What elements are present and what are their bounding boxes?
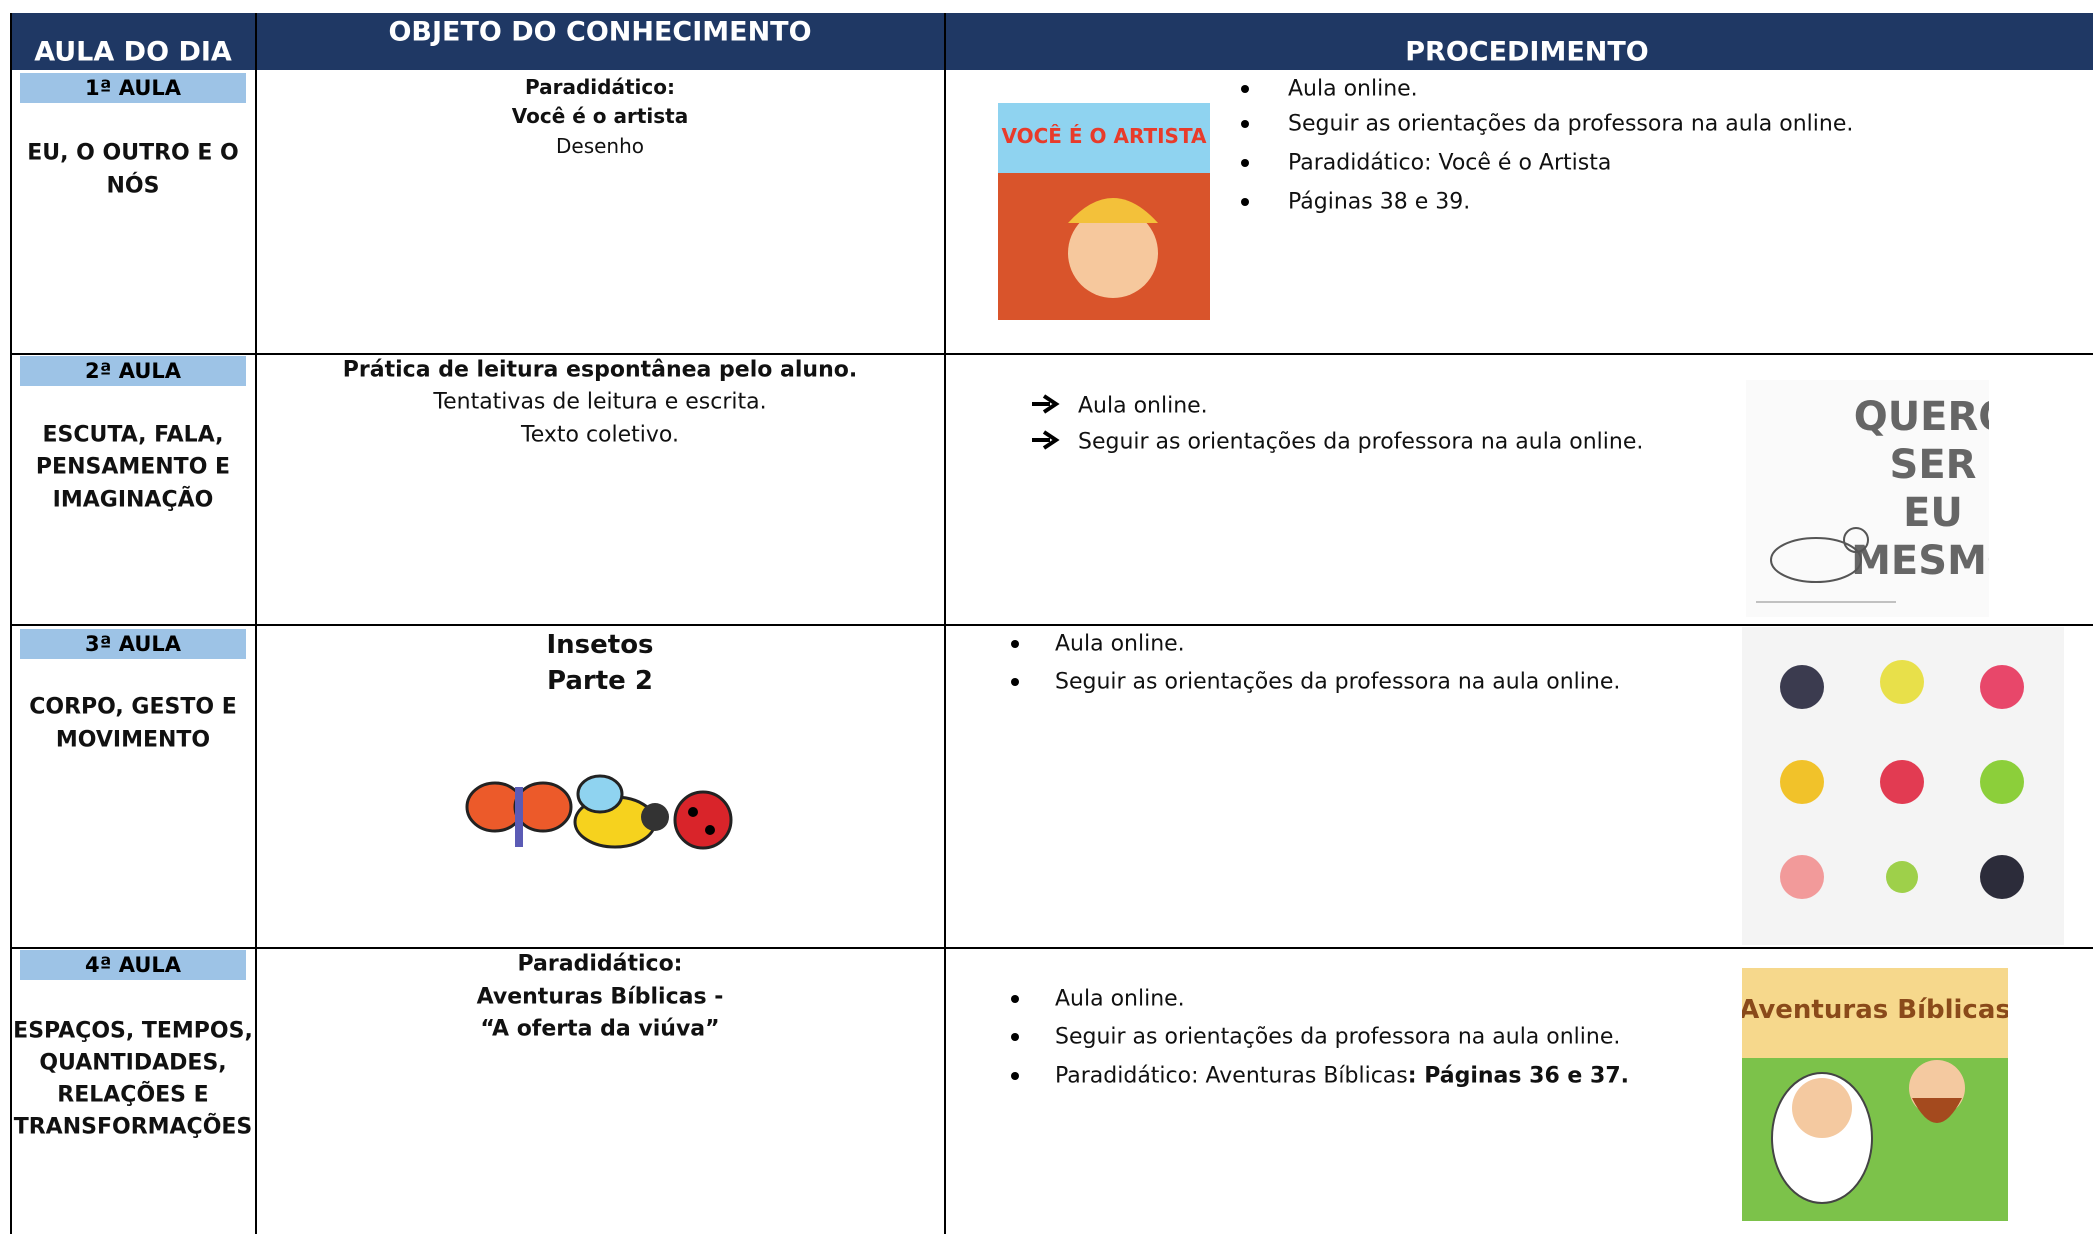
object: Texto coletivo. [521, 422, 679, 448]
book-cover: VOCÊ É O ARTISTA [998, 103, 1210, 320]
theme: ESCUTA, FALA, [42, 422, 224, 448]
arrows [1032, 394, 1060, 450]
header-bar [11, 13, 2093, 70]
procedure-item: Páginas 38 e 39. [1288, 189, 1471, 215]
lesson-label: 1ª AULA [20, 73, 246, 103]
object: Desenho [555, 134, 645, 158]
procedure-item: Seguir as orientações da professora na a… [1055, 669, 1621, 695]
procedure-item: Aula online. [1055, 986, 1185, 1012]
procedure-item: Seguir as orientações da professora na a… [1288, 111, 1854, 137]
bullet [1011, 1072, 1019, 1080]
procedure-item: Paradidático: Aventuras Bíblicas: Página… [1055, 1064, 1629, 1089]
procedure-item: Aula online. [1078, 393, 1208, 419]
lesson-label: 4ª AULA [20, 950, 246, 980]
cover-title: MESMO [1851, 538, 1989, 584]
border [11, 353, 2093, 355]
lesson-label: 2ª AULA [20, 356, 246, 386]
procedure-text: Paradidático: Aventuras Bíblicas [1055, 1063, 1408, 1089]
theme: EU, O OUTRO E O [27, 140, 239, 166]
book-cover: QUERO SER EU MESMO [1746, 380, 1989, 617]
cover-title: Aventuras Bíblicas [1742, 995, 2008, 1025]
insects-image [1742, 627, 2064, 945]
cover-title: VOCÊ É O ARTISTA [1001, 124, 1207, 148]
object: Prática de leitura espontânea pelo aluno… [342, 357, 858, 383]
bullet [1241, 120, 1249, 128]
object: Tentativas de leitura e escrita. [433, 389, 767, 415]
object: Paradidático: [525, 75, 675, 99]
procedure-item: Paradidático: Você é o Artista [1288, 150, 1612, 176]
border [11, 947, 2093, 949]
lesson-label: 3ª AULA [20, 629, 246, 659]
procedure-item: Seguir as orientações da professora na a… [1055, 1024, 1621, 1050]
object: Paradidático: [517, 951, 683, 977]
header-cell: PROCEDIMENTO [1405, 36, 1649, 68]
bullet [1011, 678, 1019, 686]
procedure-item: Seguir as orientações da professora na a… [1078, 429, 1644, 455]
bullet [1011, 995, 1019, 1003]
bullet [1241, 198, 1249, 206]
border [11, 624, 2093, 626]
bullet [1011, 1033, 1019, 1041]
object: Insetos [546, 630, 654, 660]
object: Aventuras Bíblicas - [476, 984, 724, 1010]
theme: QUANTIDADES, [39, 1050, 227, 1076]
bullet [1241, 159, 1249, 167]
procedure-item: Aula online. [1288, 76, 1418, 102]
procedure-item: Aula online. [1055, 631, 1185, 657]
insects-image [465, 774, 733, 850]
theme: TRANSFORMAÇÕES [13, 1114, 253, 1140]
theme: RELAÇÕES E [57, 1082, 209, 1108]
border [944, 13, 946, 1234]
header-cell: AULA DO DIA [34, 36, 232, 68]
cover-title: QUERO [1854, 394, 1989, 440]
object: Você é o artista [511, 104, 689, 128]
theme: MOVIMENTO [55, 727, 211, 753]
border [10, 13, 12, 1234]
bullet [1011, 640, 1019, 648]
border [255, 13, 257, 1234]
procedure-text: : Páginas 36 e 37. [1407, 1063, 1629, 1089]
bullet [1241, 85, 1249, 93]
book-cover: Aventuras Bíblicas [1742, 968, 2008, 1221]
header-cell: OBJETO DO CONHECIMENTO [388, 16, 812, 48]
object: Parte 2 [547, 666, 653, 696]
cover-title: EU [1903, 490, 1963, 536]
theme: PENSAMENTO E [35, 454, 231, 480]
cover-title: SER [1890, 442, 1977, 488]
theme: CORPO, GESTO E [29, 694, 237, 720]
theme: NÓS [106, 173, 160, 199]
object: “A oferta da viúva” [480, 1016, 720, 1042]
theme: IMAGINAÇÃO [52, 487, 214, 513]
theme: ESPAÇOS, TEMPOS, [13, 1018, 253, 1044]
